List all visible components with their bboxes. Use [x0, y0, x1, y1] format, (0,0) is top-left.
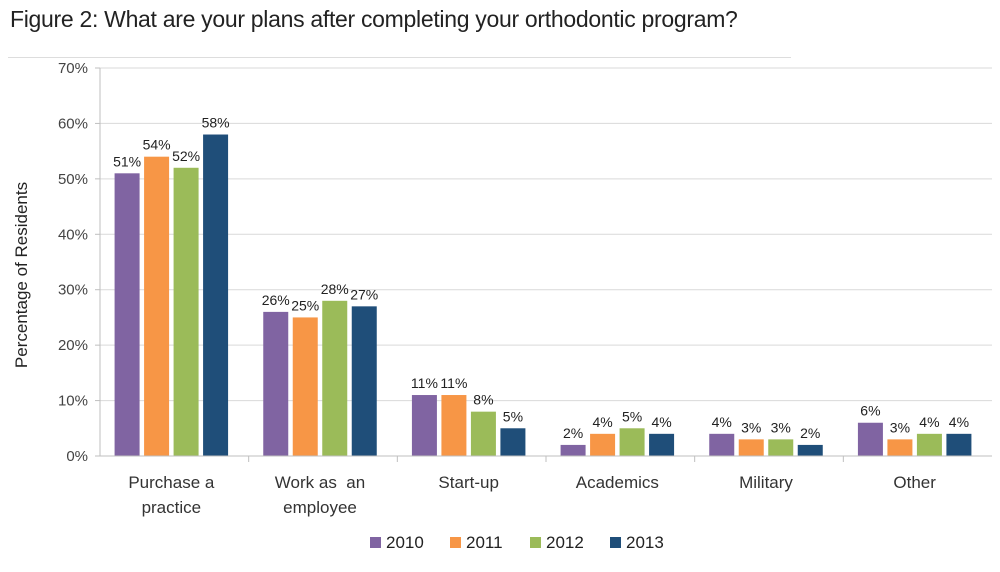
data-label: 2% [563, 425, 583, 441]
bar-2010 [263, 311, 289, 456]
bar-2013 [203, 134, 229, 456]
bar-2011 [292, 317, 318, 456]
legend-swatch-2012 [530, 537, 541, 548]
data-label: 4% [949, 414, 969, 430]
data-label: 4% [919, 414, 939, 430]
chart-title: Figure 2: What are your plans after comp… [10, 6, 738, 32]
data-label: 58% [202, 115, 230, 131]
data-label: 3% [741, 419, 761, 435]
y-tick-label: 0% [66, 448, 88, 465]
legend: 2010 2011 2012 2013 [370, 533, 664, 552]
bar-2013 [797, 444, 823, 456]
category-label: Military [739, 473, 793, 492]
data-label: 25% [291, 297, 319, 313]
bar-2012 [916, 433, 942, 456]
category-label: Work as an [275, 473, 365, 492]
bar-2013 [649, 433, 675, 456]
y-axis-ticks: 0% 10% 20% 30% 40% 50% 60% 70% [58, 60, 100, 465]
legend-label-2013: 2013 [626, 533, 664, 552]
bar-2010 [857, 422, 883, 456]
data-label: 11% [411, 375, 438, 391]
data-label: 52% [172, 148, 200, 164]
data-labels: 51%54%52% 58% 26% 25%28% 27% 11% 11% 8% 5% 2% 4% 5%… [113, 115, 969, 441]
bar-2010 [114, 173, 140, 457]
bar-2013 [500, 428, 526, 456]
y-tick-label: 10% [58, 393, 88, 410]
legend-swatch-2011 [450, 537, 461, 548]
y-axis-label: Percentage of Residents [12, 182, 31, 368]
data-label: 3% [771, 419, 791, 435]
category-labels: Purchase a practice Work as an employee Star… [128, 456, 936, 517]
bars [114, 134, 972, 457]
bar-2011 [738, 439, 764, 456]
bar-2010 [709, 433, 735, 456]
bar-2011 [887, 439, 913, 456]
data-label: 4% [592, 414, 612, 430]
legend-label-2010: 2010 [386, 533, 424, 552]
bar-2010 [560, 444, 586, 456]
bar-2010 [411, 395, 437, 456]
category-label: Other [893, 473, 936, 492]
legend-label-2011: 2011 [466, 533, 503, 552]
category-label: Academics [576, 473, 659, 492]
gridlines [100, 67, 992, 402]
data-label: 2% [800, 425, 820, 441]
y-tick-label: 40% [58, 226, 88, 243]
data-label: 8% [473, 392, 493, 408]
data-label: 4% [712, 414, 732, 430]
bar-2012 [619, 428, 645, 456]
legend-swatch-2013 [610, 537, 621, 548]
bar-2012 [470, 411, 496, 456]
category-label: practice [142, 498, 202, 517]
y-tick-label: 70% [58, 60, 88, 77]
data-label: 11% [440, 375, 467, 391]
data-label: 3% [890, 419, 910, 435]
y-tick-label: 60% [58, 115, 88, 132]
data-label: 51% [113, 153, 141, 169]
data-label: 27% [350, 286, 378, 302]
data-label: 5% [622, 408, 642, 424]
legend-swatch-2010 [370, 537, 381, 548]
category-label: employee [283, 498, 357, 517]
data-label: 4% [651, 414, 671, 430]
legend-label-2012: 2012 [546, 533, 584, 552]
data-label: 26% [262, 292, 290, 308]
y-tick-label: 20% [58, 337, 88, 354]
bar-2011 [441, 395, 467, 456]
category-label: Start-up [438, 473, 498, 492]
data-label: 54% [143, 137, 171, 153]
bar-2011 [590, 433, 616, 456]
bar-2012 [322, 300, 348, 456]
title-divider [8, 57, 791, 58]
y-tick-label: 30% [58, 282, 88, 299]
bar-2013 [946, 433, 972, 456]
bar-2011 [144, 156, 170, 456]
data-label: 6% [860, 403, 880, 419]
bar-2012 [173, 167, 199, 456]
data-label: 5% [503, 408, 523, 424]
bar-2012 [768, 439, 794, 456]
bar-2013 [351, 306, 377, 456]
category-label: Purchase a [128, 473, 215, 492]
y-tick-label: 50% [58, 171, 88, 188]
data-label: 28% [321, 281, 349, 297]
